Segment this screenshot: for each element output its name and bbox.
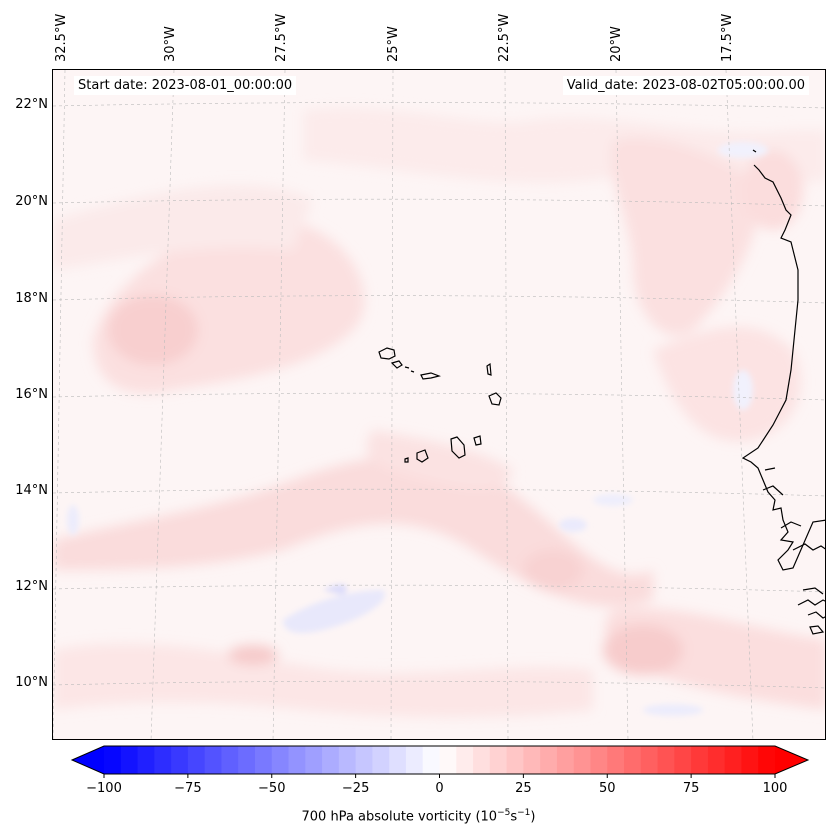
lat-label-14n: 14°N (15, 483, 48, 498)
start-date-label: Start date: 2023-08-01_00:00:00 (74, 76, 297, 95)
island-maio (473, 435, 482, 446)
colorbar-bin (288, 746, 306, 774)
colorbar-extend-min (72, 746, 104, 774)
lon-label-32-5w: 32.5°W (54, 13, 69, 62)
island-fogo (416, 449, 429, 463)
guinea-bissau-coast (797, 587, 825, 606)
colorbar-bin (204, 746, 223, 774)
senegal-estuaries (780, 521, 825, 551)
colorbar-bin (489, 746, 508, 774)
colorbar-bin (372, 746, 390, 774)
positive-vorticity-contours (53, 107, 825, 718)
colorbar-bin (657, 746, 675, 774)
lon-label-22-5w: 22.5°W (497, 13, 512, 62)
island-brava (404, 457, 409, 463)
colorbar-bin (322, 746, 340, 774)
valid-date-label: Valid_date: 2023-08-02T05:00:00.00 (562, 76, 809, 95)
colorbar-bin (154, 746, 172, 774)
colorbar-bin (238, 746, 256, 774)
colorbar-bin (590, 746, 608, 774)
cape-verde-islands (378, 347, 502, 463)
colorbar-bin (473, 746, 491, 774)
colorbar-tick-label: −75 (174, 781, 202, 796)
colorbar-bin (607, 746, 625, 774)
colorbar-bin (171, 746, 189, 774)
colorbar-bin (305, 746, 323, 774)
lat-label-16n: 16°N (15, 387, 48, 402)
colorbar-label-exp1: −5 (497, 808, 511, 818)
colorbar-bin (540, 746, 558, 774)
colorbar-extend-max (775, 746, 808, 774)
colorbar-bin (439, 746, 457, 774)
african-coastline (741, 149, 825, 635)
colorbar-bin (271, 746, 290, 774)
gambia-river (762, 467, 784, 496)
colorbar-bin (741, 746, 759, 774)
colorbar-bin (254, 746, 273, 774)
colorbar-bin (405, 746, 424, 774)
colorbar-bin (523, 746, 541, 774)
island-boa-vista (488, 392, 502, 406)
colorbar-label-mid: s (510, 809, 518, 825)
colorbar-label: 700 hPa absolute vorticity (10−5s−1) (0, 808, 837, 824)
map-panel (52, 69, 826, 740)
island-sao-vicente (390, 360, 403, 369)
lon-label-20w: 20°W (609, 26, 624, 62)
colorbar-label-end: ) (530, 809, 536, 825)
island-santiago (450, 436, 466, 459)
colorbar-label-text: 700 hPa absolute vorticity (10 (301, 809, 498, 825)
lat-label-18n: 18°N (15, 291, 48, 306)
colorbar-bin (758, 746, 776, 774)
colorbar-bin (674, 746, 692, 774)
colorbar-bin (456, 746, 474, 774)
negative-vorticity-contours (67, 142, 768, 716)
colorbar-bin (355, 746, 373, 774)
mainland-coast (741, 149, 825, 571)
colorbar-bin (573, 746, 592, 774)
colorbar-bin (120, 746, 139, 774)
vorticity-map (53, 70, 825, 739)
colorbar-bin (104, 746, 122, 774)
colorbar-tick-label: 0 (435, 781, 444, 796)
island-sal (486, 362, 492, 376)
colorbar-bin (187, 746, 206, 774)
colorbar-bin (389, 746, 407, 774)
colorbar-bin (506, 746, 524, 774)
lat-label-22n: 22°N (15, 97, 48, 112)
colorbar-bin (338, 746, 357, 774)
colorbar-tick-label: 100 (762, 781, 788, 796)
colorbar-tick-label: −25 (341, 781, 370, 796)
lat-label-10n: 10°N (15, 675, 48, 690)
colorbar-tick-label: 75 (682, 781, 700, 796)
colorbar-bin (556, 746, 575, 774)
colorbar-bin (640, 746, 659, 774)
colorbar-bin (691, 746, 709, 774)
island-sao-nicolau (420, 372, 442, 380)
colorbar-tick-label: −100 (86, 781, 122, 796)
lon-label-25w: 25°W (386, 26, 401, 62)
colorbar-ticks (103, 774, 776, 778)
colorbar-bin (624, 746, 642, 774)
island-santa-luzia (404, 366, 415, 373)
lon-label-30w: 30°W (163, 26, 178, 62)
colorbar-tick-label: 25 (515, 781, 532, 796)
colorbar-bin (707, 746, 726, 774)
lat-label-12n: 12°N (15, 579, 48, 594)
colorbar-bin (137, 746, 155, 774)
lon-label-17-5w: 17.5°W (720, 13, 735, 62)
lon-label-27-5w: 27.5°W (274, 13, 289, 62)
colorbar-tick-label: −50 (258, 781, 286, 796)
lat-label-20n: 20°N (15, 194, 48, 209)
graticule (53, 70, 825, 739)
island-santo-antao (378, 347, 396, 360)
colorbar-tick-label: 50 (598, 781, 616, 796)
bijagos-islands (807, 611, 825, 635)
colorbar-segments (72, 746, 808, 774)
colorbar-bin (221, 746, 239, 774)
colorbar-label-exp2: −1 (517, 808, 531, 818)
colorbar-bin (422, 746, 441, 774)
colorbar-outline (70, 745, 810, 775)
colorbar-bin (724, 746, 743, 774)
